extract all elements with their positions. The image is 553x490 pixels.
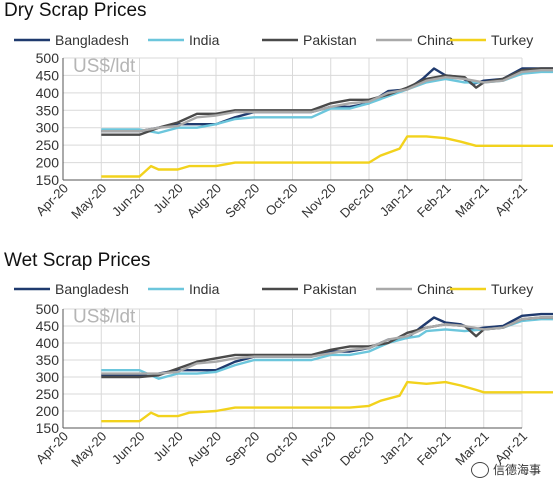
dry-y-tick-label: 150 xyxy=(36,172,60,188)
dry-x-tick-label: Apr-21 xyxy=(492,181,530,219)
wet-y-tick-label: 200 xyxy=(36,403,60,419)
dry-x-tick-label: Jun-20 xyxy=(109,181,148,220)
wet-series-pakistan xyxy=(101,316,553,379)
dry-legend-label-bangladesh: Bangladesh xyxy=(55,32,129,48)
dry-series-china xyxy=(101,68,553,133)
wet-x-tick-label: Aug-20 xyxy=(184,429,224,469)
dry-x-tick-label: Feb-21 xyxy=(414,181,454,221)
wet-x-tick-label: Dec-20 xyxy=(337,429,377,469)
dry-x-tick-label: Sep-20 xyxy=(222,181,262,221)
wet-y-tick-label: 400 xyxy=(36,335,60,351)
wet-x-tick-label: Jun-20 xyxy=(109,429,148,468)
dry-x-tick-label: Aug-20 xyxy=(184,181,224,221)
dry-y-tick-label: 450 xyxy=(36,67,60,83)
wet-x-tick-label: May-20 xyxy=(68,429,109,470)
wet-legend-label-turkey: Turkey xyxy=(491,281,533,297)
wet-y-tick-label: 150 xyxy=(36,420,60,436)
dry-legend-label-pakistan: Pakistan xyxy=(303,32,357,48)
wet-x-tick-label: Nov-20 xyxy=(299,429,339,469)
dry-y-tick-label: 500 xyxy=(36,50,60,66)
wet-legend-label-india: India xyxy=(189,281,220,297)
wet-x-tick-label: Jul-20 xyxy=(150,429,186,465)
wet-y-tick-label: 350 xyxy=(36,352,60,368)
dry-x-tick-label: Dec-20 xyxy=(337,181,377,221)
dry-unit-label: US$/ldt xyxy=(73,56,136,77)
dry-legend-label-turkey: Turkey xyxy=(491,32,533,48)
dry-x-tick-label: Jul-20 xyxy=(150,181,186,217)
dry-y-tick-label: 350 xyxy=(36,102,60,118)
dry-y-tick-label: 300 xyxy=(36,120,60,136)
dry-x-tick-label: Oct-20 xyxy=(262,181,300,219)
dry-legend-label-china: China xyxy=(417,32,454,48)
wet-legend-label-bangladesh: Bangladesh xyxy=(55,281,129,297)
wet-x-tick-label: Sep-20 xyxy=(222,429,262,469)
dry-x-tick-label: Mar-21 xyxy=(452,181,492,221)
dry-chart-title: Dry Scrap Prices xyxy=(4,0,147,21)
wet-y-tick-label: 450 xyxy=(36,318,60,334)
wet-x-tick-label: Oct-20 xyxy=(262,429,300,467)
dry-y-tick-label: 250 xyxy=(36,137,60,153)
wet-x-tick-label: Jan-21 xyxy=(377,429,416,468)
wet-y-tick-label: 250 xyxy=(36,386,60,402)
wet-legend-label-pakistan: Pakistan xyxy=(303,281,357,297)
watermark: 信德海事 xyxy=(470,461,541,478)
wet-legend-label-china: China xyxy=(417,281,454,297)
dry-series-bangladesh xyxy=(101,67,553,133)
dry-series-turkey xyxy=(101,135,553,178)
dry-x-tick-label: Jan-21 xyxy=(377,181,416,220)
dry-legend-label-india: India xyxy=(189,32,220,48)
dry-x-tick-label: Nov-20 xyxy=(299,181,339,221)
dry-y-tick-label: 400 xyxy=(36,85,60,101)
wet-y-tick-label: 300 xyxy=(36,369,60,385)
wet-series-bangladesh xyxy=(101,312,553,377)
wet-x-tick-label: Feb-21 xyxy=(414,429,454,469)
wet-unit-label: US$/ldt xyxy=(73,307,136,328)
wet-series-china xyxy=(101,316,553,375)
dry-series-pakistan xyxy=(101,67,553,136)
dry-x-tick-label: May-20 xyxy=(68,181,109,222)
wechat-icon xyxy=(470,461,489,478)
wet-y-tick-label: 500 xyxy=(36,301,60,317)
watermark-text: 信德海事 xyxy=(492,463,541,477)
dry-y-tick-label: 200 xyxy=(36,155,60,171)
wet-series-turkey xyxy=(101,380,553,423)
wet-chart-title: Wet Scrap Prices xyxy=(4,250,151,271)
